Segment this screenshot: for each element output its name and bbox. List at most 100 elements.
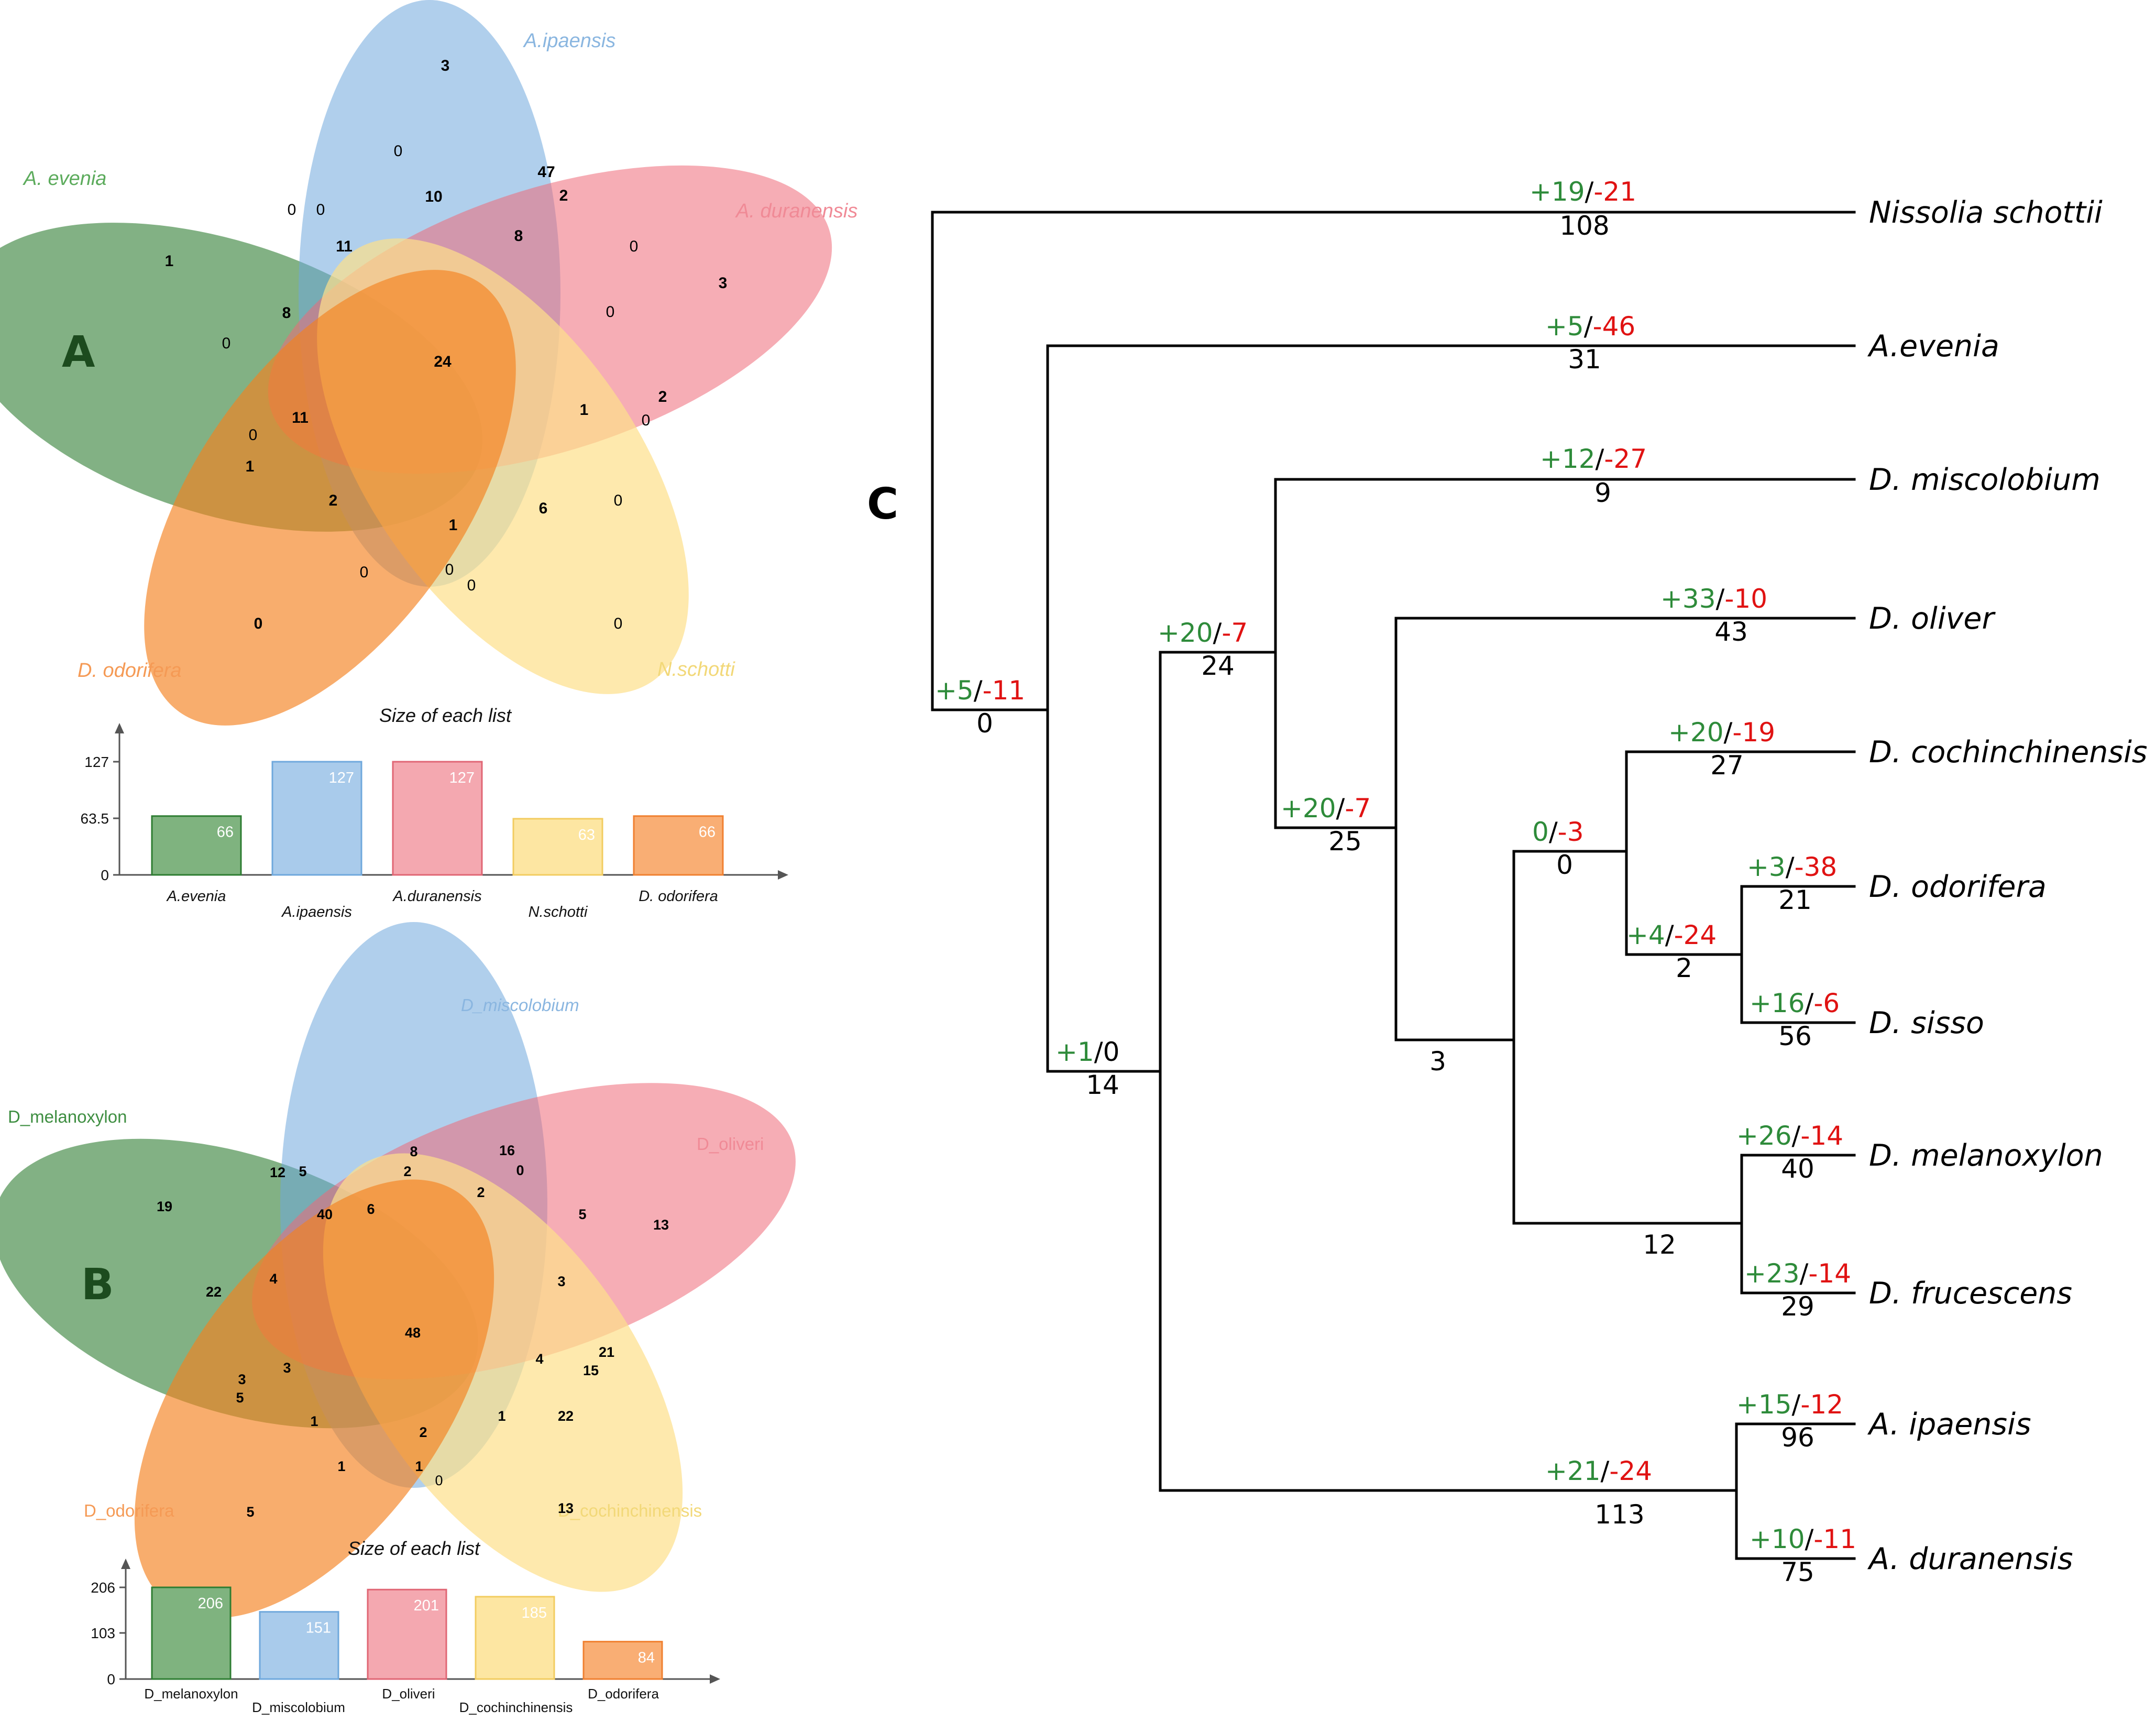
leaf-label-10: A. duranensis — [1867, 1542, 2073, 1576]
bar-a-bars: 66 127 127 63 66 — [151, 761, 724, 876]
venn-b-region-number: 5 — [236, 1390, 244, 1406]
gainloss-10: +10/-11 — [1750, 1524, 1856, 1554]
leaf-label-4: D. cochinchinensis — [1869, 735, 2148, 770]
branch-value-15: 0 — [1556, 850, 1573, 880]
branch-value-8: 29 — [1781, 1291, 1814, 1322]
venn-a-set-0-label: A. evenia — [23, 168, 106, 190]
venn-b-region-number: 0 — [516, 1162, 524, 1178]
venn-b-region-number: 1 — [337, 1458, 345, 1474]
bar-a-tick-label-0: 127 — [84, 754, 109, 770]
bar-a-bar-value-label: 127 — [329, 770, 354, 786]
venn-a-region-number: 0 — [288, 201, 296, 218]
venn-b-region-number: 2 — [419, 1424, 427, 1440]
venn-b-set-4-label: D_odorifera — [84, 1501, 174, 1520]
bar-b-bar — [151, 1586, 232, 1680]
bar-a-bar — [392, 761, 483, 876]
venn-a-region-number: 2 — [559, 187, 568, 204]
leaf-label-1: A.evenia — [1867, 329, 1999, 364]
venn-a-region-number: 11 — [292, 409, 309, 426]
leaf-label-7: D. melanoxylon — [1869, 1138, 2103, 1173]
venn-a-region-number: 0 — [222, 335, 231, 352]
leaf-label-3: D. oliver — [1869, 601, 1996, 636]
leaf-label-0: Nissolia schottii — [1869, 195, 2103, 230]
venn-b-region-number: 5 — [578, 1207, 586, 1222]
venn-a-region-number: 3 — [719, 275, 728, 292]
venn-a-region-number: 0 — [467, 577, 476, 594]
venn-b-region-number: 13 — [653, 1217, 669, 1233]
venn-a-region-number: 1 — [165, 253, 174, 270]
venn-a-region-number: 0 — [630, 238, 639, 255]
bar-b-title: Size of each list — [348, 1538, 481, 1559]
branch-value-14: 25 — [1328, 826, 1362, 857]
gainloss-4: +20/-19 — [1668, 717, 1775, 748]
bar-a-bar — [512, 818, 603, 876]
venn-a-region-number: 10 — [425, 188, 442, 205]
leaf-label-9: A. ipaensis — [1867, 1407, 2031, 1442]
gainloss-1: +5/-46 — [1545, 311, 1635, 342]
branch-value-4: 27 — [1710, 750, 1744, 781]
bar-a-tick-label-2: 0 — [101, 867, 109, 883]
leaf-label-2: D. miscolobium — [1869, 463, 2100, 497]
bar-b-category-0: D_melanoxylon — [144, 1686, 238, 1702]
venn-a-region-number: 0 — [394, 142, 403, 160]
venn-a-region-number: 0 — [249, 426, 258, 444]
bar-b-bar-value-label: 206 — [198, 1595, 223, 1612]
venn-a-region-number: 0 — [445, 561, 454, 578]
venn-a-set-4-ellipse — [144, 270, 516, 726]
branch-value-11: 0 — [976, 708, 993, 739]
phylogenetic-tree — [931, 211, 1856, 1560]
venn-a-region-number: 0 — [316, 201, 325, 218]
venn-a-region-number: 11 — [336, 238, 353, 255]
bar-a-x-arrow — [778, 870, 788, 880]
gainloss-16: +4/-24 — [1626, 920, 1717, 950]
venn-b-region-number: 3 — [557, 1274, 565, 1289]
venn-b-region-number: 19 — [157, 1199, 172, 1214]
branch-value-17: 113 — [1594, 1499, 1644, 1530]
branch-value-10: 75 — [1781, 1557, 1814, 1587]
bar-b-y-arrow — [121, 1559, 130, 1569]
bar-a-bar — [633, 815, 724, 876]
gainloss-15: 0/-3 — [1532, 817, 1584, 847]
bar-b-x-arrow — [710, 1674, 720, 1684]
venn-a-region-number: 3 — [441, 57, 450, 74]
venn-b-region-number: 5 — [246, 1504, 254, 1520]
branch-value-2: 9 — [1594, 478, 1611, 508]
branch-value-16: 2 — [1676, 953, 1692, 983]
venn-b: D_melanoxylon D_miscolobium D_oliveri D_… — [0, 922, 796, 1618]
gainloss-11: +5/-11 — [935, 675, 1025, 706]
venn-b-region-number: 4 — [269, 1271, 277, 1287]
venn-a-region-number: 1 — [449, 517, 458, 534]
bar-a-bar-value-label: 66 — [699, 824, 716, 841]
bar-a-y-arrow — [115, 723, 124, 733]
venn-a-region-number: 2 — [658, 388, 667, 405]
branch-value-0: 108 — [1559, 211, 1609, 241]
gainloss-7: +26/-14 — [1736, 1121, 1843, 1151]
venn-a-region-number: 0 — [614, 615, 623, 632]
gainloss-8: +23/-14 — [1744, 1258, 1851, 1289]
venn-b-region-number: 12 — [270, 1165, 285, 1180]
venn-b-region-number: 8 — [410, 1144, 417, 1159]
bar-b-bar-value-label: 151 — [306, 1620, 331, 1637]
bar-b-bar — [259, 1611, 339, 1680]
branch-value-12: 14 — [1086, 1070, 1119, 1100]
branch-value-3: 43 — [1714, 617, 1748, 647]
bar-b-tick-label-2: 0 — [107, 1671, 115, 1687]
branch-value-9: 96 — [1781, 1422, 1814, 1453]
branch-value-13: 24 — [1201, 651, 1235, 681]
gainloss-17: +21/-24 — [1545, 1456, 1652, 1486]
venn-b-region-number: 2 — [403, 1164, 411, 1179]
bar-a-category-2: A.duranensis — [392, 888, 481, 905]
venn-b-region-number: 15 — [583, 1363, 599, 1378]
bar-chart-b: Size of each list 206 103 0 206 151 201 185… — [91, 1538, 720, 1715]
venn-b-region-number: 13 — [558, 1500, 574, 1516]
leaf-label-6: D. sisso — [1869, 1006, 1984, 1040]
venn-b-region-number: 21 — [599, 1344, 614, 1360]
venn-b-region-number: 40 — [317, 1207, 333, 1222]
leaf-label-5: D. odorifera — [1869, 870, 2047, 904]
leaf-label-8: D. frucescens — [1869, 1276, 2072, 1311]
bar-b-category-2: D_oliveri — [382, 1686, 435, 1702]
venn-b-set-3-label: D_cochinchinensis — [558, 1501, 702, 1520]
venn-b-region-number: 2 — [477, 1184, 485, 1200]
gainloss-2: +12/-27 — [1540, 444, 1647, 474]
